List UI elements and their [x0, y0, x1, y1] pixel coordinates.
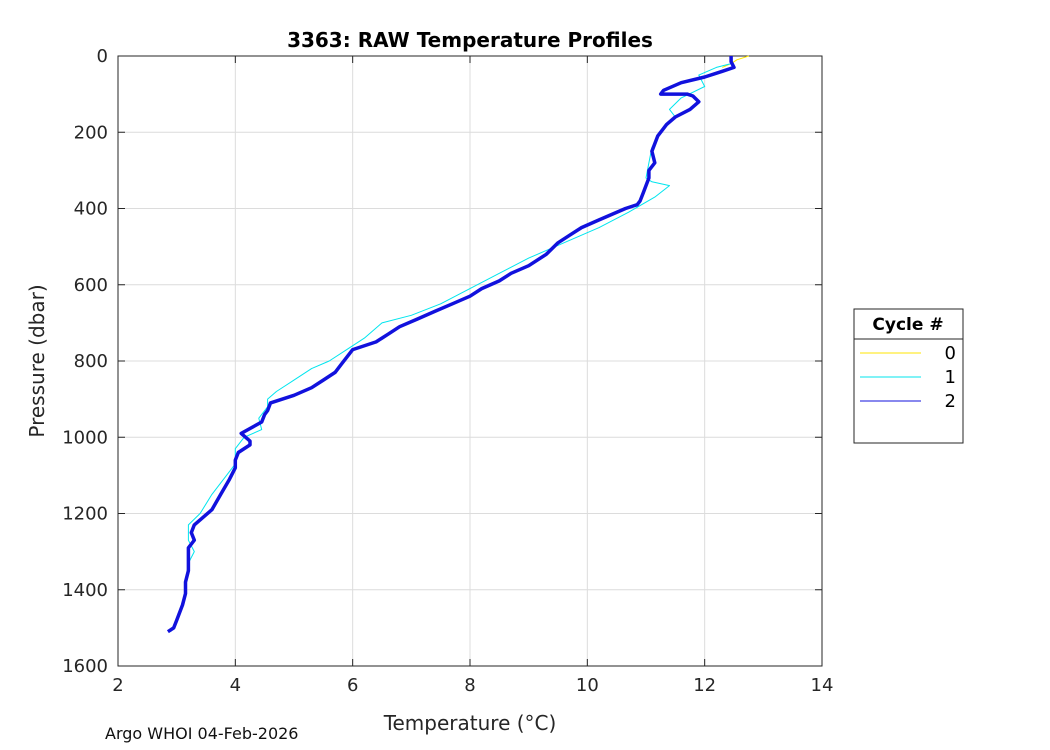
- y-tick-label: 1000: [62, 427, 108, 448]
- legend-box: [853, 308, 964, 444]
- series-line-cycle-1: [170, 63, 732, 632]
- series-line-cycle-2: [166, 56, 736, 634]
- legend-label: 2: [945, 391, 956, 412]
- x-tick-label: 8: [464, 675, 475, 696]
- legend-label: 0: [945, 343, 956, 364]
- y-tick-label: 1600: [62, 656, 108, 677]
- legend: Cycle # 0 1 2: [853, 308, 964, 444]
- axis-ticks: 2 4 6 8 10 12 14 0 200 400 600 800 1000 1200 1400 1600: [62, 46, 833, 696]
- footer-note: Argo WHOI 04-Feb-2026: [105, 724, 299, 743]
- y-tick-label: 1200: [62, 504, 108, 525]
- x-tick-label: 6: [347, 675, 358, 696]
- legend-title: Cycle #: [872, 315, 943, 335]
- legend-entries: 0 1 2: [860, 343, 956, 412]
- grid: [118, 56, 822, 666]
- y-tick-label: 0: [97, 46, 108, 67]
- x-tick-label: 14: [811, 675, 834, 696]
- legend-label: 1: [945, 367, 956, 388]
- y-tick-label: 600: [74, 275, 108, 296]
- chart-title: 3363: RAW Temperature Profiles: [287, 28, 653, 52]
- x-tick-label: 12: [693, 675, 716, 696]
- x-tick-label: 4: [230, 675, 241, 696]
- x-tick-label: 2: [112, 675, 123, 696]
- y-tick-label: 1400: [62, 580, 108, 601]
- y-tick-label: 200: [74, 122, 108, 143]
- x-axis-label: Temperature (°C): [383, 711, 557, 735]
- x-tick-label: 10: [576, 675, 599, 696]
- y-axis-label: Pressure (dbar): [25, 284, 49, 437]
- y-tick-label: 400: [74, 199, 108, 220]
- series-lines: [166, 55, 749, 634]
- series-line-cycle-0: [722, 55, 749, 68]
- y-tick-label: 800: [74, 351, 108, 372]
